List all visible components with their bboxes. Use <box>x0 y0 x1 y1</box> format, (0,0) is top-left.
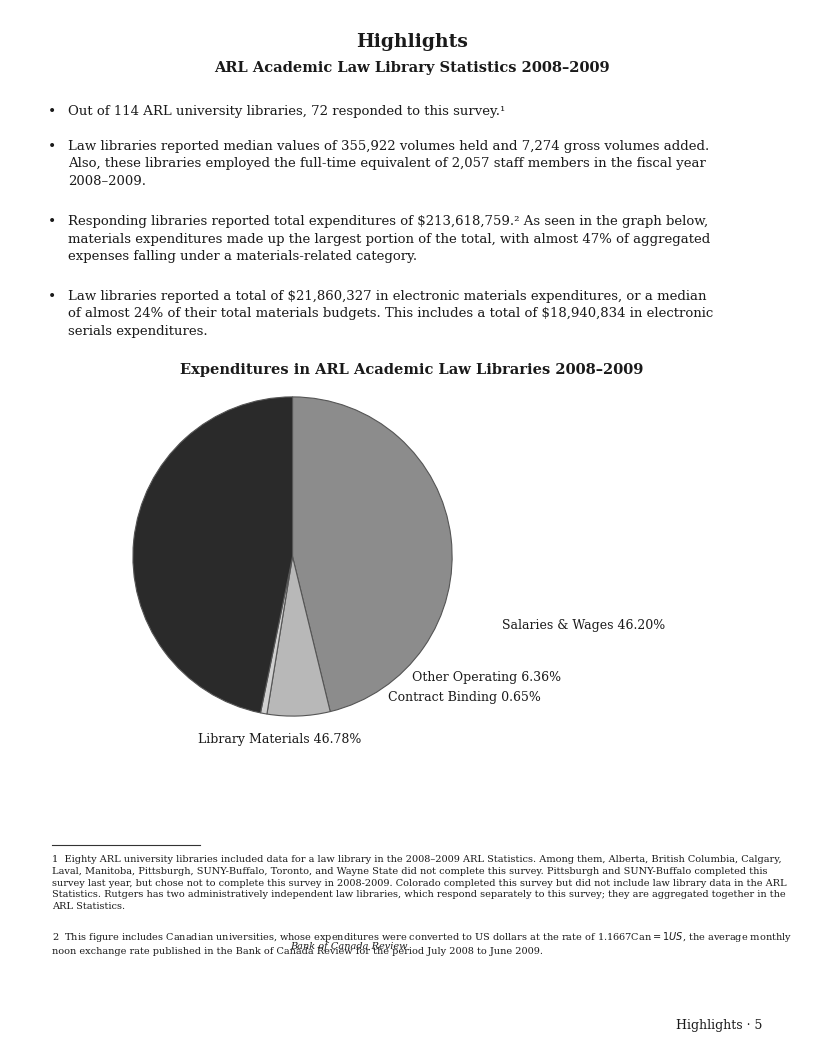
Text: 2  This figure includes Canadian universities, whose expenditures were converted: 2 This figure includes Canadian universi… <box>52 930 792 956</box>
Wedge shape <box>267 556 330 716</box>
Text: 1  Eighty ARL university libraries included data for a law library in the 2008–2: 1 Eighty ARL university libraries includ… <box>52 855 787 911</box>
Text: Contract Binding 0.65%: Contract Binding 0.65% <box>388 692 541 705</box>
Text: Bank of Canada Review: Bank of Canada Review <box>290 942 408 951</box>
Wedge shape <box>133 397 293 713</box>
Text: Law libraries reported median values of 355,922 volumes held and 7,274 gross vol: Law libraries reported median values of … <box>68 140 709 188</box>
Text: Responding libraries reported total expenditures of $213,618,759.² As seen in th: Responding libraries reported total expe… <box>68 215 710 262</box>
Text: Salaries & Wages 46.20%: Salaries & Wages 46.20% <box>502 618 665 631</box>
Text: Other Operating 6.36%: Other Operating 6.36% <box>412 672 561 685</box>
Text: •: • <box>48 215 56 229</box>
Text: •: • <box>48 140 56 154</box>
Text: Out of 114 ARL university libraries, 72 responded to this survey.¹: Out of 114 ARL university libraries, 72 … <box>68 105 505 118</box>
Wedge shape <box>260 556 293 714</box>
Wedge shape <box>293 397 452 712</box>
Text: ARL Academic Law Library Statistics 2008–2009: ARL Academic Law Library Statistics 2008… <box>214 61 610 75</box>
Text: •: • <box>48 290 56 304</box>
Text: •: • <box>48 105 56 119</box>
Text: Highlights: Highlights <box>356 33 468 51</box>
Text: Library Materials 46.78%: Library Materials 46.78% <box>199 734 362 747</box>
Text: Expenditures in ARL Academic Law Libraries 2008–2009: Expenditures in ARL Academic Law Librari… <box>180 363 644 377</box>
Text: Highlights · 5: Highlights · 5 <box>676 1018 762 1031</box>
Text: Law libraries reported a total of $21,860,327 in electronic materials expenditur: Law libraries reported a total of $21,86… <box>68 290 714 338</box>
